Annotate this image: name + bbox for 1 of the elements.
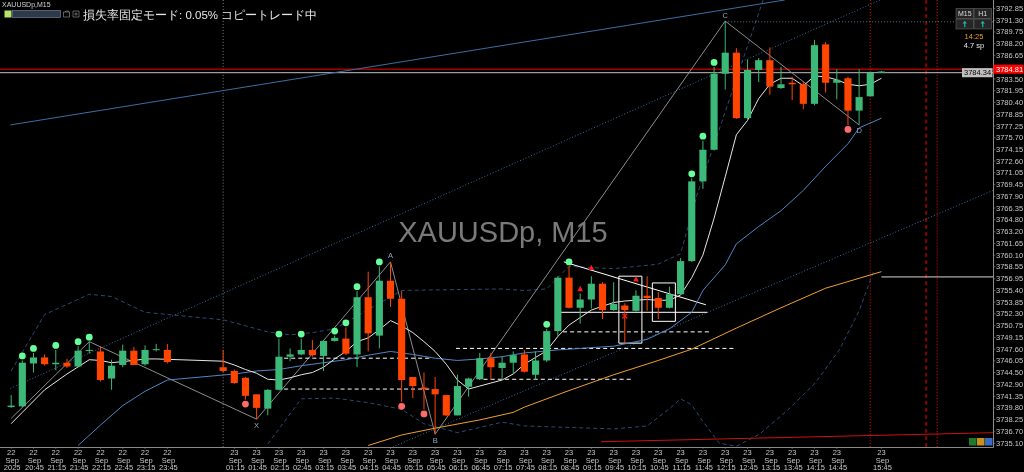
annotation: 損失率固定モード: 0.05% コピートレード中 <box>83 7 318 21</box>
